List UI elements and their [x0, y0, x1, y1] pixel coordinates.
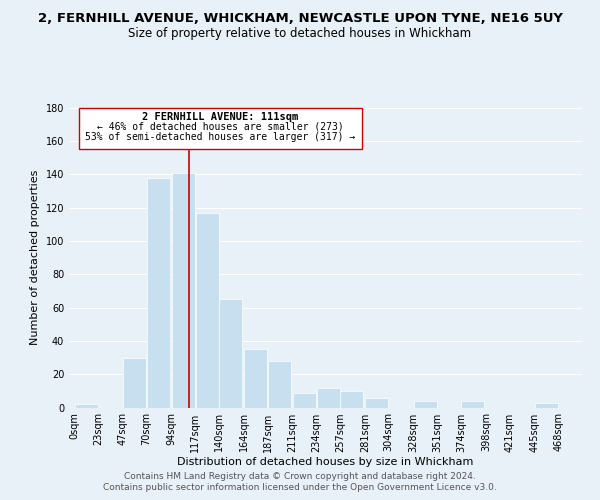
- Bar: [74, 404, 98, 407]
- Bar: [340, 391, 364, 407]
- Bar: [196, 212, 218, 408]
- Y-axis label: Number of detached properties: Number of detached properties: [30, 170, 40, 345]
- Text: 2 FERNHILL AVENUE: 111sqm: 2 FERNHILL AVENUE: 111sqm: [142, 112, 299, 122]
- FancyBboxPatch shape: [79, 108, 362, 149]
- Bar: [220, 299, 242, 408]
- Text: ← 46% of detached houses are smaller (273): ← 46% of detached houses are smaller (27…: [97, 122, 344, 132]
- Bar: [293, 392, 316, 407]
- Bar: [535, 402, 558, 407]
- Text: 2, FERNHILL AVENUE, WHICKHAM, NEWCASTLE UPON TYNE, NE16 5UY: 2, FERNHILL AVENUE, WHICKHAM, NEWCASTLE …: [37, 12, 563, 26]
- Bar: [172, 172, 195, 408]
- Bar: [268, 361, 291, 408]
- Bar: [365, 398, 388, 407]
- Bar: [123, 358, 146, 408]
- Text: Size of property relative to detached houses in Whickham: Size of property relative to detached ho…: [128, 28, 472, 40]
- Text: Contains HM Land Registry data © Crown copyright and database right 2024.: Contains HM Land Registry data © Crown c…: [124, 472, 476, 481]
- X-axis label: Distribution of detached houses by size in Whickham: Distribution of detached houses by size …: [178, 458, 473, 468]
- Bar: [414, 401, 437, 407]
- Bar: [317, 388, 340, 407]
- Bar: [461, 401, 484, 407]
- Text: 53% of semi-detached houses are larger (317) →: 53% of semi-detached houses are larger (…: [85, 132, 356, 141]
- Bar: [244, 349, 267, 408]
- Bar: [147, 178, 170, 408]
- Text: Contains public sector information licensed under the Open Government Licence v3: Contains public sector information licen…: [103, 484, 497, 492]
